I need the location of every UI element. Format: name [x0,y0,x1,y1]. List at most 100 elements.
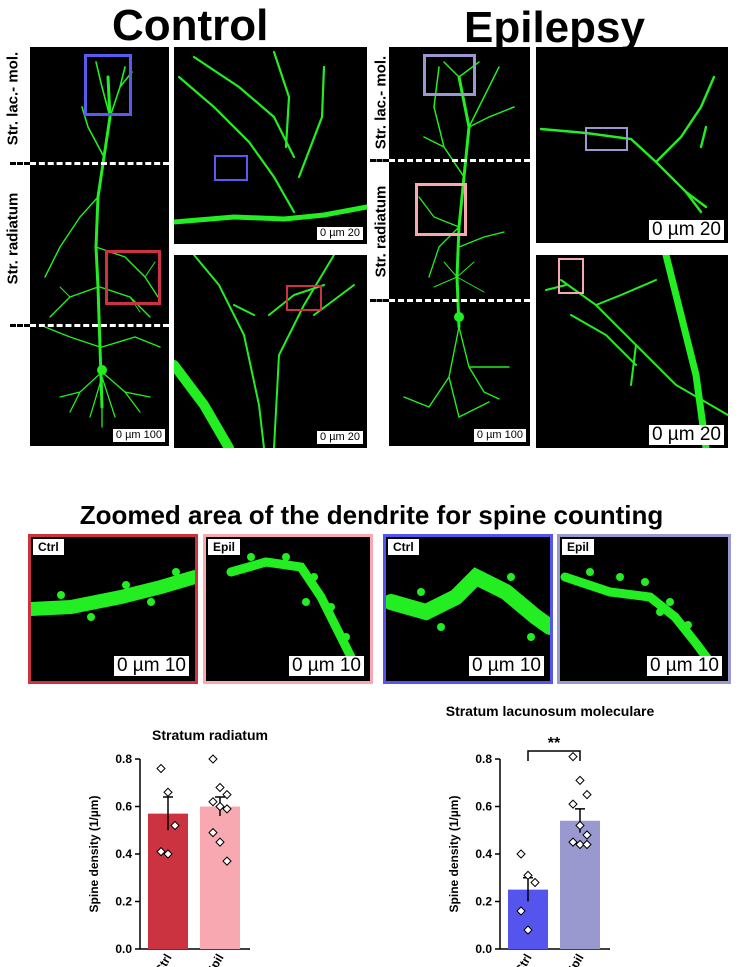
y-axis-label: Spine density (1/µm) [87,796,101,913]
control-radiatum-zoom-panel: 0 µm 20 [174,255,367,448]
control-radiatum-zoom-image [174,255,355,448]
zoom-dendrite-image [560,568,715,667]
scale-bar-100: 0 µm 100 [112,429,165,442]
control-lacmol-spine-roi [214,155,248,181]
zoom-section-title: Zoomed area of the dendrite for spine co… [79,500,664,530]
control-neuron-image [44,61,161,428]
data-point [568,751,578,762]
y-tick-label: 0.4 [115,847,132,861]
scale-bar-20-large: 0 µm 20 [648,219,724,240]
data-point [208,797,218,807]
data-point [222,856,232,866]
data-point [516,849,526,859]
data-point [215,837,225,847]
control-layer-boundary-2 [30,324,169,327]
control-lacmol-zoom-image [174,50,367,225]
epilepsy-layer-boundary-1 [389,159,530,162]
significance-bracket [527,750,581,761]
scale-bar-10: 0 µm 10 [646,656,722,676]
y-tick-label: 0.4 [475,847,492,861]
bar-ctrl [148,813,188,949]
data-point [163,787,173,797]
scale-bar-20: 0 µm 20 [317,227,363,240]
scale-bar-label: 0 µm 10 [116,655,186,676]
zoom-tag: Ctrl [33,539,64,555]
data-point [582,839,592,850]
y-tick-label: 0.6 [475,800,492,814]
data-point [156,846,166,857]
zoom-dendrite-image [31,568,195,621]
epilepsy-radiatum-roi-box [415,183,467,236]
epilepsy-radiatum-zoom-image [545,255,728,448]
control-radiatum-spine-roi [286,285,322,311]
epilepsy-radiatum-zoom-panel: 0 µm 20 [536,255,728,448]
y-tick-label: 0.2 [475,895,492,909]
zoom-dendrite-image [386,567,550,641]
data-point [575,820,585,831]
x-tick-label: Epil [203,952,226,967]
control-boundary-tick-1 [10,162,30,165]
scale-bar-label: 0 µm 100 [115,429,162,441]
scale-bar-20-large: 0 µm 20 [648,424,724,445]
epilepsy-radiatum-label: Str. radiatum [372,185,390,278]
y-tick-label: 0.6 [115,800,132,814]
zoom-epil-radiatum: Epil 0 µm 10 [203,534,373,684]
scale-bar-label: 0 µm 10 [471,655,541,676]
data-point [523,925,533,935]
y-tick-label: 0.0 [115,942,132,956]
data-point [582,789,592,800]
bar-epil [200,806,240,949]
control-header: Control [112,1,269,50]
epilepsy-radiatum-spine-roi [558,258,584,294]
data-point [582,830,592,840]
control-radiatum-roi-box [105,250,161,305]
control-neuron-panel: 0 µm 100 [30,47,169,446]
scale-bar-label: 0 µm 20 [320,227,360,239]
data-point [575,839,585,850]
epilepsy-boundary-tick-2 [370,299,389,302]
data-point [568,837,578,847]
control-boundary-tick-2 [10,324,30,327]
x-tick-label: Epil [563,952,586,967]
epilepsy-neuron-image [403,61,515,419]
epilepsy-lacmol-zoom-panel: 0 µm 20 [536,47,728,243]
y-tick-label: 0.2 [115,895,132,909]
data-point [215,801,225,812]
epilepsy-lacmol-spine-roi [585,127,628,151]
zoom-ctrl-radiatum: Ctrl 0 µm 10 [28,534,198,684]
control-lacmol-label: Str. lac.- mol. [4,51,22,146]
data-point [156,763,166,774]
zoom-ctrl-lacmol: Ctrl 0 µm 10 [383,534,553,684]
epilepsy-lacmol-roi-box [423,54,476,96]
data-point [523,870,533,881]
scale-bar-10: 0 µm 10 [288,655,364,676]
zoom-epil-lacmol: Epil 0 µm 10 [557,534,731,684]
epilepsy-neuron-panel: 0 µm 100 [389,47,530,446]
y-axis-label: Spine density (1/µm) [447,796,461,913]
scale-bar-10: 0 µm 10 [113,655,189,676]
epilepsy-header: Epilepsy [464,3,645,52]
scale-bar-label: 0 µm 20 [651,424,721,445]
significance-label: ** [548,735,561,752]
scale-bar-label: 0 µm 20 [651,219,721,240]
scale-bar-label: 0 µm 20 [320,431,360,443]
zoom-tag: Ctrl [388,539,419,555]
epilepsy-layer-boundary-2 [389,299,530,302]
x-tick-label: Ctrl [512,952,534,967]
data-point [215,782,225,793]
data-point [575,775,585,786]
data-point [170,820,180,831]
data-point [208,827,218,838]
chart-title-radiatum: Stratum radiatum [152,727,268,743]
data-point [530,877,540,888]
scale-bar-label: 0 µm 10 [291,655,361,676]
data-point [222,789,232,800]
data-point [516,906,526,916]
y-tick-label: 0.8 [475,752,492,766]
control-radiatum-label: Str. radiatum [4,192,22,285]
epilepsy-lacmol-zoom-image [539,75,716,214]
chart-lacmol: 0.0 0.2 0.4 0.6 0.8 Spine density (1/µm) Ctrl E… [447,735,610,967]
zoom-tag: Epil [208,539,241,555]
chart-title-lacmol: Stratum lacunosum moleculare [445,703,655,719]
data-point [163,849,173,859]
